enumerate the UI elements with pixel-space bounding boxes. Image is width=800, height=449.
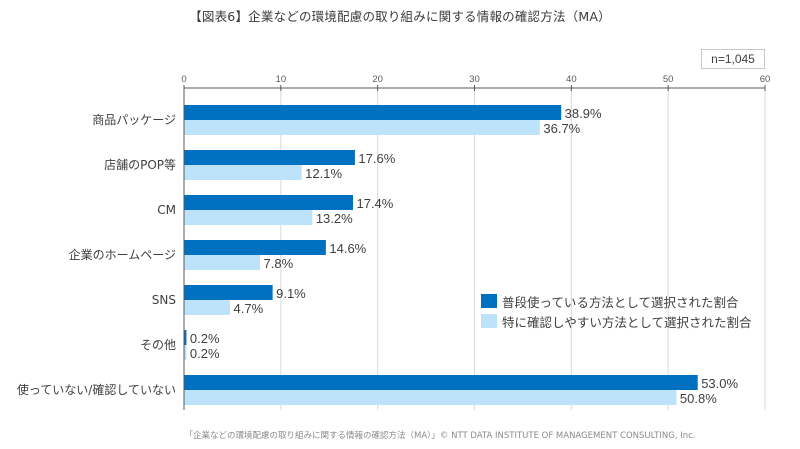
legend-swatch-series2	[481, 314, 497, 328]
legend-label-series2: 特に確認しやすい方法として選択された割合	[502, 314, 752, 330]
x-tick-label: 60	[760, 74, 771, 85]
category-label: 店舗のPOP等	[104, 158, 176, 172]
bar-series2	[184, 300, 231, 315]
data-label: 4.7%	[234, 301, 264, 316]
category-label: 商品パッケージ	[92, 112, 176, 127]
x-tick-label: 30	[469, 74, 480, 85]
data-label: 53.0%	[701, 376, 738, 391]
legend-swatch-series1	[481, 294, 497, 308]
data-label: 14.6%	[329, 241, 366, 256]
bar-series1	[184, 240, 326, 255]
bar-series2	[184, 165, 302, 180]
legend-item-series1: 普段使っている方法として選択された割合	[481, 291, 752, 311]
bar-series1	[184, 195, 353, 210]
bar-series2	[184, 345, 187, 360]
legend: 普段使っている方法として選択された割合 特に確認しやすい方法として選択された割合	[481, 291, 752, 331]
category-label: 企業のホームページ	[69, 247, 176, 262]
bar-series2	[184, 390, 677, 405]
bar-series1	[184, 330, 187, 345]
legend-item-series2: 特に確認しやすい方法として選択された割合	[481, 311, 752, 331]
category-label: その他	[140, 338, 176, 352]
bar-series1	[184, 285, 273, 300]
category-label: SNS	[152, 293, 176, 307]
data-label: 50.8%	[680, 391, 717, 406]
bar-series2	[184, 210, 313, 225]
data-label: 7.8%	[264, 256, 294, 271]
bar-series2	[184, 255, 261, 270]
bar-series1	[184, 150, 355, 165]
data-label: 17.4%	[356, 196, 393, 211]
data-label: 13.2%	[316, 211, 353, 226]
data-label: 38.9%	[565, 106, 602, 121]
x-tick-label: 50	[663, 74, 674, 85]
data-label: 36.7%	[543, 121, 580, 136]
data-label: 9.1%	[276, 286, 306, 301]
bar-series1	[184, 105, 562, 120]
sample-size-box: n=1,045	[701, 49, 765, 69]
data-label: 0.2%	[190, 346, 220, 361]
data-label: 12.1%	[305, 166, 342, 181]
bar-series2	[184, 120, 540, 135]
category-label: CM	[157, 203, 176, 217]
data-label: 0.2%	[190, 331, 220, 346]
bar-series1	[184, 375, 698, 390]
x-tick-label: 40	[566, 74, 577, 85]
x-tick-label: 10	[276, 74, 287, 85]
category-label: 使っていない/確認していない	[17, 382, 176, 397]
data-label: 17.6%	[358, 151, 395, 166]
x-tick-label: 0	[181, 74, 186, 85]
x-tick-label: 20	[372, 74, 383, 85]
footer-credit: 「企業などの環境配慮の取り組みに関する情報の確認方法（MA）」© NTT DAT…	[184, 431, 696, 441]
chart-title: 【図表6】企業などの環境配慮の取り組みに関する情報の確認方法（MA）	[189, 9, 611, 24]
legend-label-series1: 普段使っている方法として選択された割合	[502, 294, 739, 310]
